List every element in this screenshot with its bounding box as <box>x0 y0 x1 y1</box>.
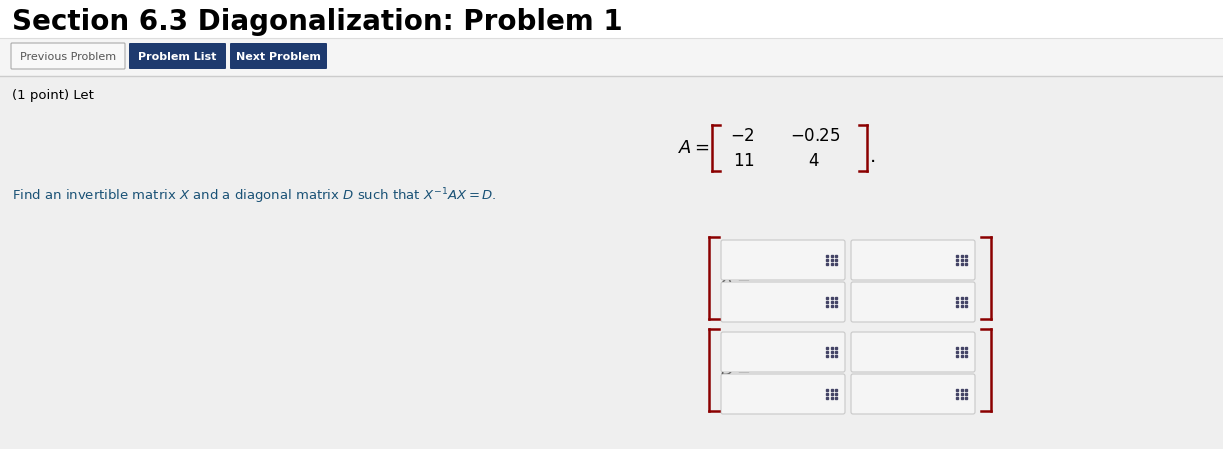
FancyBboxPatch shape <box>722 374 845 414</box>
Text: $A = $: $A = $ <box>678 139 711 157</box>
FancyBboxPatch shape <box>0 38 1223 76</box>
Text: Previous Problem: Previous Problem <box>20 52 116 62</box>
FancyBboxPatch shape <box>0 0 1223 38</box>
Text: $-0.25$: $-0.25$ <box>790 127 840 145</box>
FancyBboxPatch shape <box>722 282 845 322</box>
FancyBboxPatch shape <box>851 332 975 372</box>
Text: $4$: $4$ <box>808 152 819 170</box>
FancyBboxPatch shape <box>230 43 327 69</box>
FancyBboxPatch shape <box>722 332 845 372</box>
Text: Section 6.3 Diagonalization: Problem 1: Section 6.3 Diagonalization: Problem 1 <box>12 8 623 36</box>
Text: $D =$: $D =$ <box>720 361 750 379</box>
Text: Find an invertible matrix $X$ and a diagonal matrix $D$ such that $X^{-1}AX = D$: Find an invertible matrix $X$ and a diag… <box>12 186 497 206</box>
Text: Next Problem: Next Problem <box>236 52 320 62</box>
Text: Problem List: Problem List <box>138 52 216 62</box>
FancyBboxPatch shape <box>851 282 975 322</box>
FancyBboxPatch shape <box>11 43 125 69</box>
FancyBboxPatch shape <box>851 240 975 280</box>
Text: (1 point) Let: (1 point) Let <box>12 89 94 102</box>
FancyBboxPatch shape <box>851 374 975 414</box>
Text: $X =$: $X =$ <box>720 269 750 287</box>
Text: .: . <box>870 146 876 166</box>
Text: $11$: $11$ <box>733 152 755 170</box>
FancyBboxPatch shape <box>128 43 226 69</box>
FancyBboxPatch shape <box>722 240 845 280</box>
Text: $-2$: $-2$ <box>730 127 755 145</box>
